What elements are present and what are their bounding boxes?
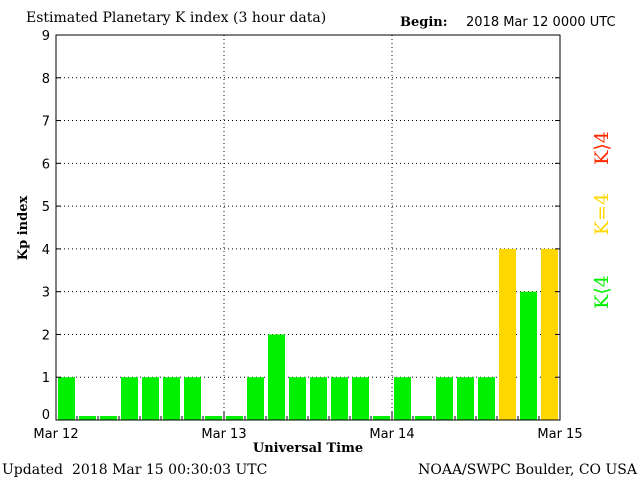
y-tick-label-2: 2 — [42, 328, 50, 343]
y-ticks: 0 1 2 3 4 5 6 7 8 9 — [42, 29, 560, 423]
updated-value: 2018 Mar 15 00:30:03 UTC — [72, 462, 267, 478]
bar-11 — [289, 377, 306, 420]
bar-23 — [541, 248, 558, 420]
bar-5 — [163, 377, 180, 420]
bar-7 — [205, 416, 222, 420]
legend-entry-2: K⟨4 — [591, 275, 613, 309]
bar-13 — [331, 377, 348, 420]
begin-value: 2018 Mar 12 0000 UTC — [466, 15, 616, 30]
y-axis-label: Kp index — [16, 196, 31, 261]
begin-label: Begin: — [400, 15, 448, 30]
legend-entry-0: K⟩4 — [591, 131, 613, 165]
source-credit: NOAA/SWPC Boulder, CO USA — [418, 462, 638, 478]
y-tick-label-5: 5 — [42, 200, 50, 215]
legend-entry-1: K=4 — [591, 193, 613, 235]
bar-1 — [79, 416, 96, 420]
updated-label: Updated — [2, 462, 63, 478]
bar-3 — [121, 377, 138, 420]
bar-14 — [352, 377, 369, 420]
bars — [58, 248, 558, 420]
y-tick-label-3: 3 — [42, 286, 50, 301]
x-axis-label: Universal Time — [253, 441, 363, 456]
y-tick-label-6: 6 — [42, 157, 50, 172]
y-tick-label-4: 4 — [42, 243, 50, 258]
bar-17 — [415, 416, 432, 420]
y-tick-label-1: 1 — [42, 371, 50, 386]
y-tick-label-0: 0 — [42, 408, 50, 423]
bar-16 — [394, 377, 411, 420]
x-date-label-2: Mar 14 — [369, 427, 414, 442]
bar-22 — [520, 291, 537, 420]
y-tick-label-8: 8 — [42, 72, 50, 87]
grid-lines — [56, 35, 560, 420]
bar-8 — [226, 416, 243, 420]
bar-0 — [58, 377, 75, 420]
x-date-label-3: Mar 15 — [537, 427, 582, 442]
bar-9 — [247, 377, 264, 420]
bar-10 — [268, 334, 285, 420]
bar-19 — [457, 377, 474, 420]
bar-15 — [373, 416, 390, 420]
x-ticks: Mar 12 Mar 13 Mar 14 Mar 15 — [33, 412, 583, 442]
bar-18 — [436, 377, 453, 420]
x-date-label-1: Mar 13 — [201, 427, 246, 442]
bar-6 — [184, 377, 201, 420]
y-tick-label-7: 7 — [42, 115, 50, 130]
x-date-label-0: Mar 12 — [33, 427, 78, 442]
bar-2 — [100, 416, 117, 420]
bar-4 — [142, 377, 159, 420]
legend: K⟩4 K=4 K⟨4 — [591, 131, 613, 309]
bar-20 — [478, 377, 495, 420]
y-tick-label-9: 9 — [42, 29, 50, 44]
plot-frame — [55, 34, 561, 421]
bar-21 — [499, 248, 516, 420]
bar-12 — [310, 377, 327, 420]
chart-title: Estimated Planetary K index (3 hour data… — [26, 10, 326, 26]
